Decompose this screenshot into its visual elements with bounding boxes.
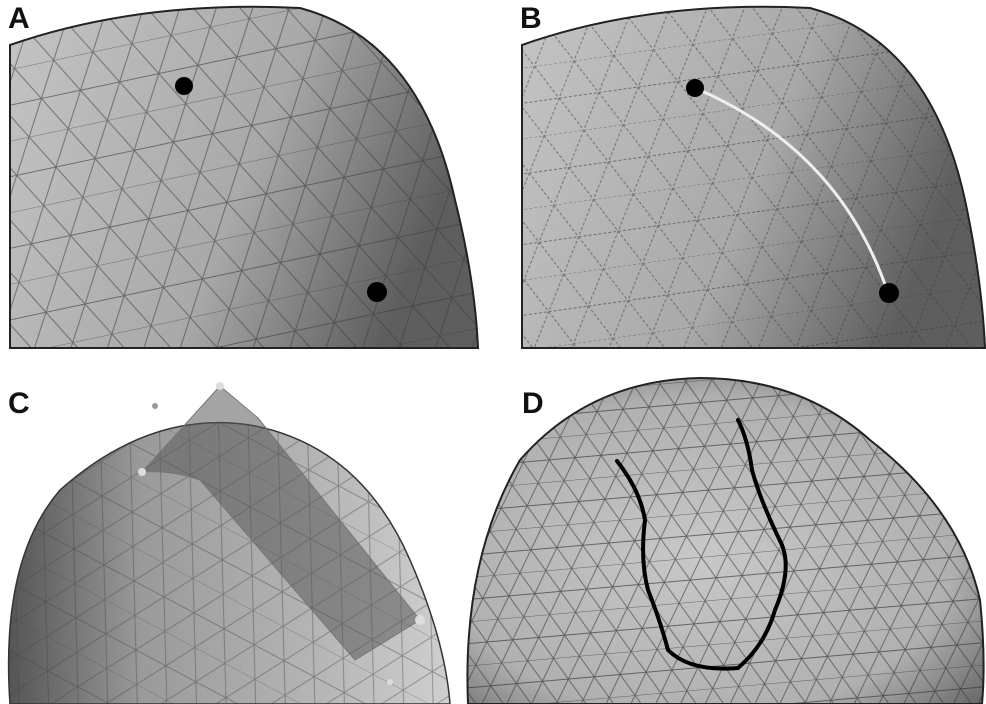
panel-c: C [8, 382, 450, 704]
panel-label: B [520, 2, 542, 35]
point [367, 282, 387, 302]
vertex [152, 403, 158, 409]
vertex [216, 382, 224, 390]
point [686, 79, 704, 97]
mesh-grid [522, 7, 985, 348]
point [879, 283, 899, 303]
mesh-grid [467, 378, 983, 704]
vertex [138, 468, 146, 476]
mesh-grid [10, 7, 478, 348]
panel-label: A [8, 2, 30, 35]
vertex [415, 615, 425, 625]
panel-b: B [520, 2, 985, 348]
panel-d: D [467, 378, 983, 704]
panel-a: A [8, 2, 478, 348]
panel-label: D [522, 387, 544, 420]
vertex [387, 679, 393, 685]
panel-label: C [8, 387, 30, 420]
figure: A B C D [0, 0, 986, 704]
point [175, 77, 193, 95]
